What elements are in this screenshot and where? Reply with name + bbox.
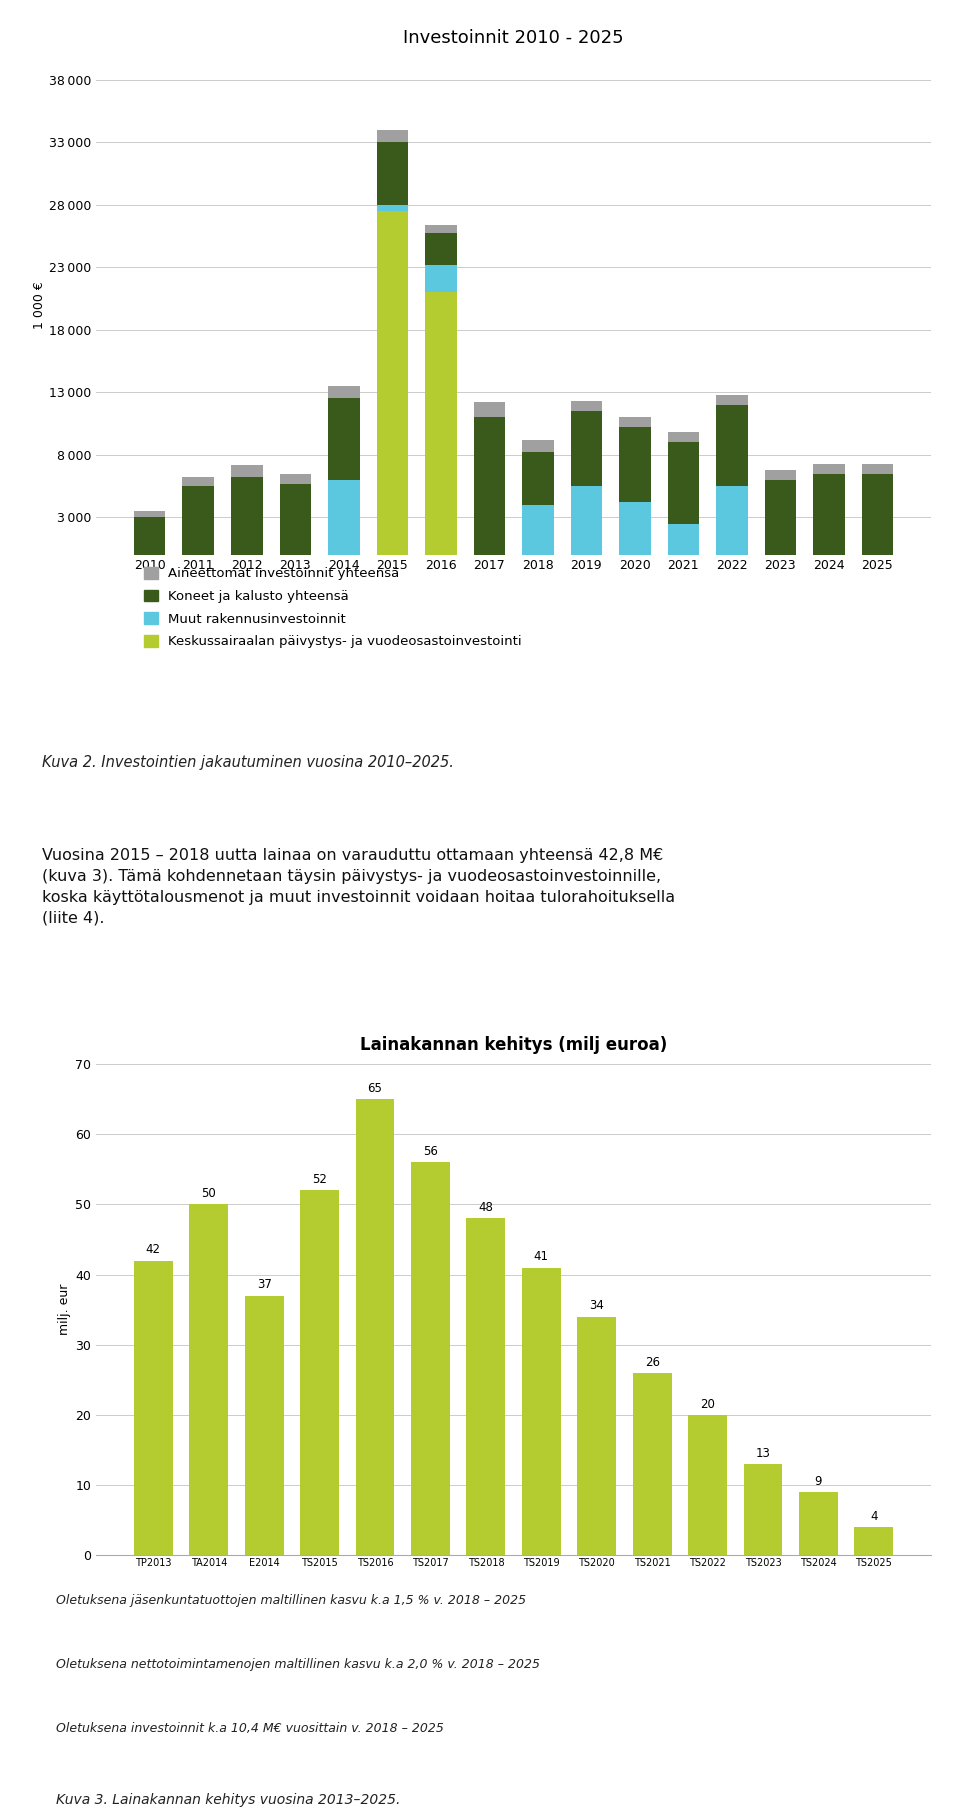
Text: 42: 42 [146, 1244, 161, 1257]
Bar [134, 511, 165, 517]
Bar [667, 442, 699, 524]
Title: Lainakannan kehitys (milj euroa): Lainakannan kehitys (milj euroa) [360, 1037, 667, 1055]
Bar [862, 473, 893, 555]
Bar [799, 1492, 838, 1555]
Text: 65: 65 [368, 1082, 382, 1095]
Bar [744, 1464, 782, 1555]
Text: Kuva 3. Lainakannan kehitys vuosina 2013–2025.: Kuva 3. Lainakannan kehitys vuosina 2013… [56, 1794, 400, 1806]
Text: 26: 26 [645, 1355, 660, 1368]
Bar [279, 484, 311, 555]
Bar [376, 211, 408, 555]
Bar [765, 480, 796, 555]
Bar [425, 266, 457, 293]
Text: 52: 52 [312, 1173, 327, 1186]
Bar [570, 411, 602, 486]
Bar [182, 486, 214, 555]
Bar [300, 1190, 339, 1555]
Bar [619, 427, 651, 502]
Text: 56: 56 [423, 1146, 438, 1159]
Bar [765, 469, 796, 480]
Bar [813, 464, 845, 473]
Text: 4: 4 [870, 1510, 877, 1523]
Bar [619, 502, 651, 555]
Text: Oletuksena jäsenkuntatuottojen maltillinen kasvu k.a 1,5 % v. 2018 – 2025: Oletuksena jäsenkuntatuottojen maltillin… [56, 1593, 526, 1608]
Title: Investoinnit 2010 - 2025: Investoinnit 2010 - 2025 [403, 29, 624, 47]
Text: Kuva 2. Investointien jakautuminen vuosina 2010–2025.: Kuva 2. Investointien jakautuminen vuosi… [42, 755, 454, 769]
Bar [231, 464, 262, 477]
Text: 37: 37 [256, 1279, 272, 1291]
Bar [182, 477, 214, 486]
Bar [355, 1099, 395, 1555]
Bar [854, 1528, 893, 1555]
Bar [231, 477, 262, 555]
Bar [688, 1415, 727, 1555]
Bar [716, 395, 748, 406]
Text: 13: 13 [756, 1446, 771, 1461]
Bar [813, 473, 845, 555]
Bar [425, 226, 457, 233]
Bar [667, 524, 699, 555]
Bar [425, 293, 457, 555]
Y-axis label: 1 000 €: 1 000 € [33, 280, 46, 329]
Bar [522, 1268, 561, 1555]
Text: 34: 34 [589, 1299, 604, 1313]
Text: 41: 41 [534, 1250, 549, 1264]
Bar [522, 453, 554, 504]
Bar [473, 417, 505, 555]
Text: 20: 20 [700, 1397, 715, 1412]
Bar [716, 486, 748, 555]
Bar [328, 398, 360, 480]
Bar [376, 206, 408, 211]
Bar [245, 1295, 283, 1555]
Bar [570, 400, 602, 411]
Bar [328, 480, 360, 555]
Bar [667, 433, 699, 442]
Bar [376, 129, 408, 142]
Text: 9: 9 [815, 1475, 822, 1488]
Bar [189, 1204, 228, 1555]
Bar [134, 1261, 173, 1555]
Bar [328, 386, 360, 398]
Bar [425, 233, 457, 266]
Text: Vuosina 2015 – 2018 uutta lainaa on varauduttu ottamaan yhteensä 42,8 M€
(kuva 3: Vuosina 2015 – 2018 uutta lainaa on vara… [42, 848, 676, 926]
Bar [134, 517, 165, 555]
Bar [467, 1219, 505, 1555]
Bar [411, 1162, 450, 1555]
Text: 50: 50 [202, 1188, 216, 1201]
Bar [633, 1373, 672, 1555]
Bar [522, 440, 554, 453]
Text: 48: 48 [478, 1201, 493, 1215]
Bar [577, 1317, 616, 1555]
Bar [619, 417, 651, 427]
Legend: Aineettomat investoinnit yhteensä, Koneet ja kalusto yhteensä, Muut rakennusinve: Aineettomat investoinnit yhteensä, Konee… [144, 568, 521, 648]
Text: Oletuksena investoinnit k.a 10,4 M€ vuosittain v. 2018 – 2025: Oletuksena investoinnit k.a 10,4 M€ vuos… [56, 1723, 444, 1735]
Bar [376, 142, 408, 206]
Bar [279, 473, 311, 484]
Bar [716, 406, 748, 486]
Bar [522, 504, 554, 555]
Bar [570, 486, 602, 555]
Y-axis label: milj. eur: milj. eur [58, 1284, 71, 1335]
Text: Oletuksena nettotoimintamenojen maltillinen kasvu k.a 2,0 % v. 2018 – 2025: Oletuksena nettotoimintamenojen maltilli… [56, 1659, 540, 1672]
Bar [862, 464, 893, 473]
Bar [473, 402, 505, 417]
